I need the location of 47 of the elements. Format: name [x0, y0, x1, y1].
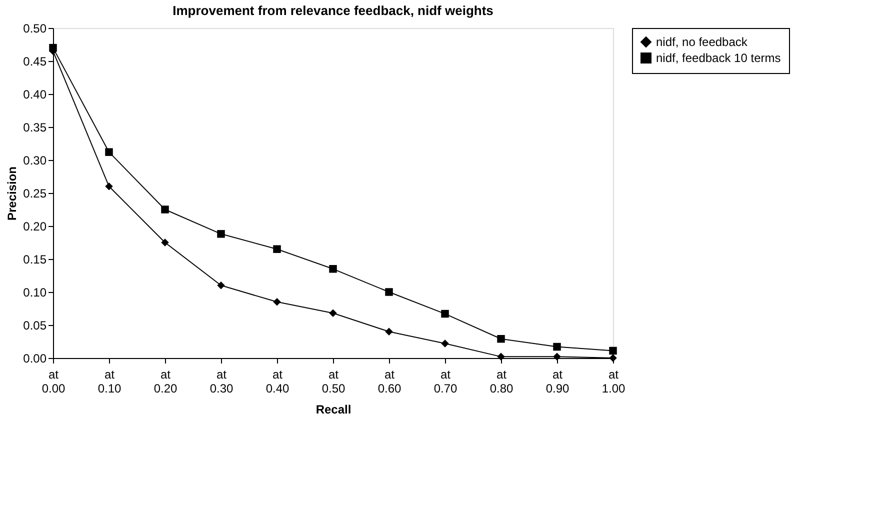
y-tick-label: 0.05 [23, 318, 47, 332]
point [161, 206, 169, 214]
x-tick-label: at 0.40 [266, 368, 290, 396]
y-axis-title: Precision [5, 166, 20, 221]
point [553, 352, 561, 361]
point [441, 340, 449, 348]
point [329, 265, 337, 273]
point [385, 328, 393, 336]
point [161, 238, 169, 246]
point [441, 310, 449, 318]
y-tick-label: 0.45 [23, 54, 47, 68]
point [49, 44, 57, 52]
legend-label: nidf, feedback 10 terms [656, 51, 781, 65]
legend-label: nidf, no feedback [656, 35, 748, 49]
y-tick-label: 0.30 [23, 154, 47, 168]
y-tick-label: 0.25 [23, 186, 47, 200]
point [329, 309, 337, 317]
point [497, 334, 505, 343]
point [217, 282, 225, 290]
x-tick-label: at 1.00 [602, 368, 626, 396]
point [217, 230, 225, 238]
y-tick-label: 0.35 [23, 120, 47, 134]
x-axis-title: Recall [316, 402, 352, 416]
x-tick-label: at 0.50 [322, 368, 346, 396]
x-tick-label: at 0.90 [546, 368, 570, 396]
x-tick-label: at 0.60 [378, 368, 402, 396]
x-tick-label: at 0.20 [154, 368, 178, 396]
x-tick-label: at 0.80 [490, 368, 514, 396]
x-tick-label: at 0.70 [434, 368, 458, 396]
y-tick-label: 0.10 [23, 286, 47, 300]
point [273, 298, 281, 306]
y-tick-label: 0.20 [23, 220, 47, 234]
point [105, 182, 113, 190]
x-tick-label: at 0.10 [98, 368, 122, 396]
y-tick-label: 0.40 [23, 88, 47, 102]
point [385, 288, 393, 296]
point [497, 352, 505, 361]
chart-title: Improvement from relevance feedback, nidf weights [172, 3, 494, 18]
y-tick-label: 0.00 [23, 352, 47, 366]
point [273, 245, 281, 253]
point [105, 148, 113, 156]
point [609, 346, 617, 355]
x-tick-label: at 0.30 [210, 368, 234, 396]
x-tick-label: at 0.00 [42, 368, 66, 396]
y-tick-label: 0.15 [23, 252, 47, 266]
point [553, 342, 561, 351]
y-tick-label: 0.50 [23, 22, 47, 36]
